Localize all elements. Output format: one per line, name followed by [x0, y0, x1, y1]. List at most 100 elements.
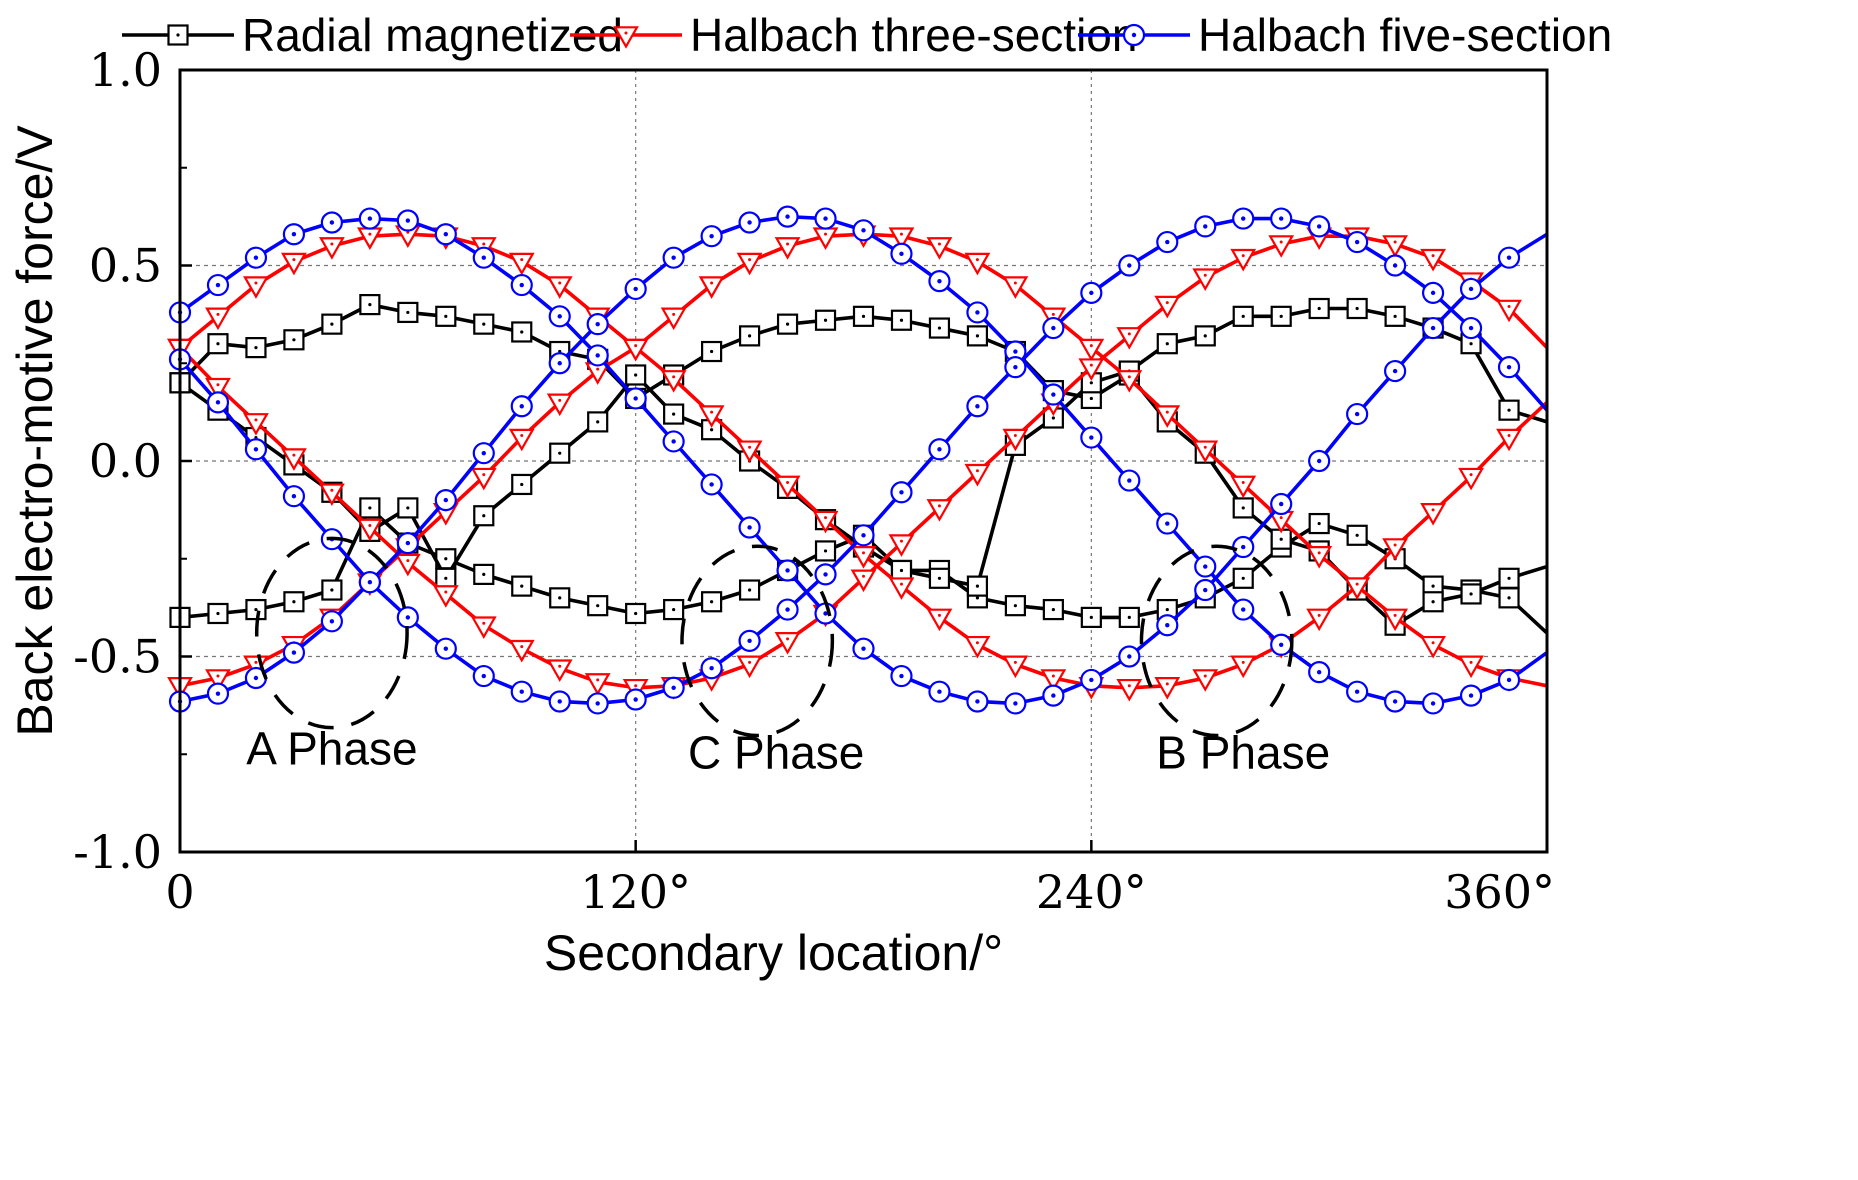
y-tick-label: 1.0	[89, 43, 162, 97]
triangle-marker	[546, 393, 573, 417]
marker-dot	[216, 383, 220, 387]
marker-dot	[1279, 240, 1283, 244]
marker-dot	[1506, 364, 1512, 370]
marker-dot	[215, 282, 221, 288]
marker-dot	[1241, 254, 1245, 258]
marker-dot	[861, 228, 866, 233]
marker-dot	[937, 447, 942, 452]
phase-bracket	[1139, 544, 1294, 738]
marker-dot	[975, 584, 980, 588]
x-tick-label: 120°	[580, 865, 691, 919]
marker-dot	[1241, 576, 1245, 580]
marker-dot	[748, 445, 752, 449]
triangle-marker	[698, 405, 725, 428]
marker-dot	[710, 281, 714, 285]
triangle-marker	[660, 307, 687, 331]
phase-annotations: A Phase C Phase B Phase	[246, 536, 1330, 778]
triangle-marker	[508, 252, 535, 276]
marker-dot	[975, 258, 979, 262]
marker-dot	[292, 338, 296, 342]
triangle-marker	[1382, 235, 1409, 258]
x-tick-label: 0	[165, 865, 194, 919]
marker-dot	[1354, 411, 1360, 417]
marker-dot	[1241, 660, 1245, 664]
marker-dot	[1127, 615, 1131, 620]
marker-dot	[899, 582, 903, 586]
marker-dot	[1241, 314, 1245, 318]
triangle-marker	[774, 475, 801, 499]
triangle-marker	[964, 252, 991, 276]
triangle-marker	[1154, 677, 1181, 700]
marker-dot	[519, 282, 524, 288]
marker-dot	[975, 310, 980, 315]
marker-dot	[1431, 584, 1435, 588]
series-line	[179, 214, 1549, 706]
marker-dot	[899, 251, 904, 256]
marker-dot	[709, 482, 714, 487]
marker-dot	[368, 523, 372, 527]
marker-dot	[747, 638, 752, 644]
marker-dot	[975, 469, 979, 473]
marker-dot	[292, 258, 296, 262]
marker-dot	[1165, 623, 1170, 628]
legend-label: Halbach five-section	[1198, 9, 1612, 61]
marker-dot	[482, 473, 486, 477]
phase-bracket	[680, 544, 835, 738]
marker-dot	[1317, 613, 1321, 617]
marker-dot	[634, 684, 638, 688]
marker-dot	[1165, 410, 1169, 414]
triangle-marker	[888, 227, 915, 250]
marker-dot	[1013, 281, 1017, 285]
marker-dot	[558, 281, 562, 285]
triangle-marker	[774, 237, 801, 260]
marker-dot	[1051, 325, 1056, 331]
legend-label: Radial magnetized	[242, 9, 623, 61]
triangle-marker	[1078, 358, 1105, 381]
marker-dot	[254, 607, 258, 612]
marker-dot	[1127, 263, 1132, 268]
marker-dot	[1013, 349, 1018, 354]
marker-dot	[557, 699, 562, 704]
triangle-marker	[546, 659, 573, 682]
marker-dot	[291, 232, 297, 237]
marker-dot	[975, 699, 980, 704]
marker-dot	[633, 286, 638, 292]
triangle-marker	[1420, 503, 1446, 526]
marker-dot	[1430, 290, 1436, 296]
triangle-marker	[1344, 577, 1371, 600]
marker-dot	[1316, 224, 1322, 229]
marker-dot	[748, 258, 752, 262]
marker-dot	[330, 322, 334, 326]
triangle-marker	[850, 546, 877, 569]
triangle-marker	[1154, 405, 1181, 428]
marker-dot	[1506, 677, 1512, 683]
marker-dot	[899, 539, 903, 543]
series-halbach-five-section-phase-a	[168, 205, 1549, 715]
triangle-marker	[432, 585, 459, 608]
marker-dot	[861, 314, 866, 318]
marker-dot	[785, 322, 790, 326]
triangle-marker	[1116, 678, 1143, 702]
marker-dot	[899, 568, 904, 573]
triangle-marker	[698, 276, 725, 299]
marker-dot	[1203, 564, 1208, 569]
marker-dot	[786, 480, 790, 484]
marker-dot	[405, 540, 411, 546]
marker-dot	[1355, 306, 1359, 311]
marker-dot	[1203, 587, 1208, 593]
legend-entry: Halbach three-section	[570, 9, 1137, 61]
triangle-marker	[1496, 428, 1522, 452]
marker-dot	[823, 216, 828, 221]
marker-dot	[406, 310, 410, 315]
marker-dot	[937, 576, 942, 580]
triangle-marker	[205, 307, 231, 331]
marker-dot	[329, 220, 335, 225]
marker-dot	[1431, 254, 1435, 258]
marker-dot	[672, 607, 676, 612]
marker-dot	[557, 361, 562, 366]
marker-dot	[1241, 216, 1246, 221]
marker-dot	[1241, 506, 1245, 510]
marker-dot	[1127, 684, 1131, 688]
marker-dot	[1203, 273, 1207, 277]
